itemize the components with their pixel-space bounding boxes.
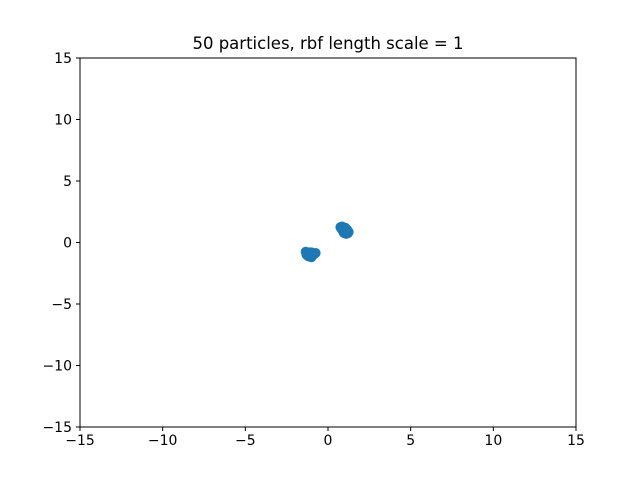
x-tick-label: −15 — [65, 433, 95, 449]
x-tick-label: 10 — [484, 433, 502, 449]
x-tick-label: −5 — [235, 433, 256, 449]
x-axis: −15 −10 −5 0 5 10 15 — [65, 427, 585, 449]
x-tick-label: −10 — [148, 433, 178, 449]
y-tick-label: −15 — [42, 420, 72, 436]
scatter-points — [300, 221, 354, 263]
y-tick-label: 5 — [63, 174, 72, 190]
x-tick-label: 15 — [567, 433, 585, 449]
plot-frame — [79, 57, 577, 428]
chart-title: 50 particles, rbf length scale = 1 — [192, 34, 463, 53]
y-tick-label: 15 — [54, 51, 72, 67]
data-point — [340, 227, 351, 238]
data-point — [306, 247, 317, 258]
y-axis: −15 −10 −5 0 5 10 15 — [42, 51, 80, 436]
x-tick-label: 0 — [324, 433, 333, 449]
y-tick-label: 10 — [54, 113, 72, 129]
x-tick-label: 5 — [406, 433, 415, 449]
y-tick-label: −10 — [42, 359, 72, 375]
y-tick-label: −5 — [51, 297, 72, 313]
y-tick-label: 0 — [63, 236, 72, 252]
